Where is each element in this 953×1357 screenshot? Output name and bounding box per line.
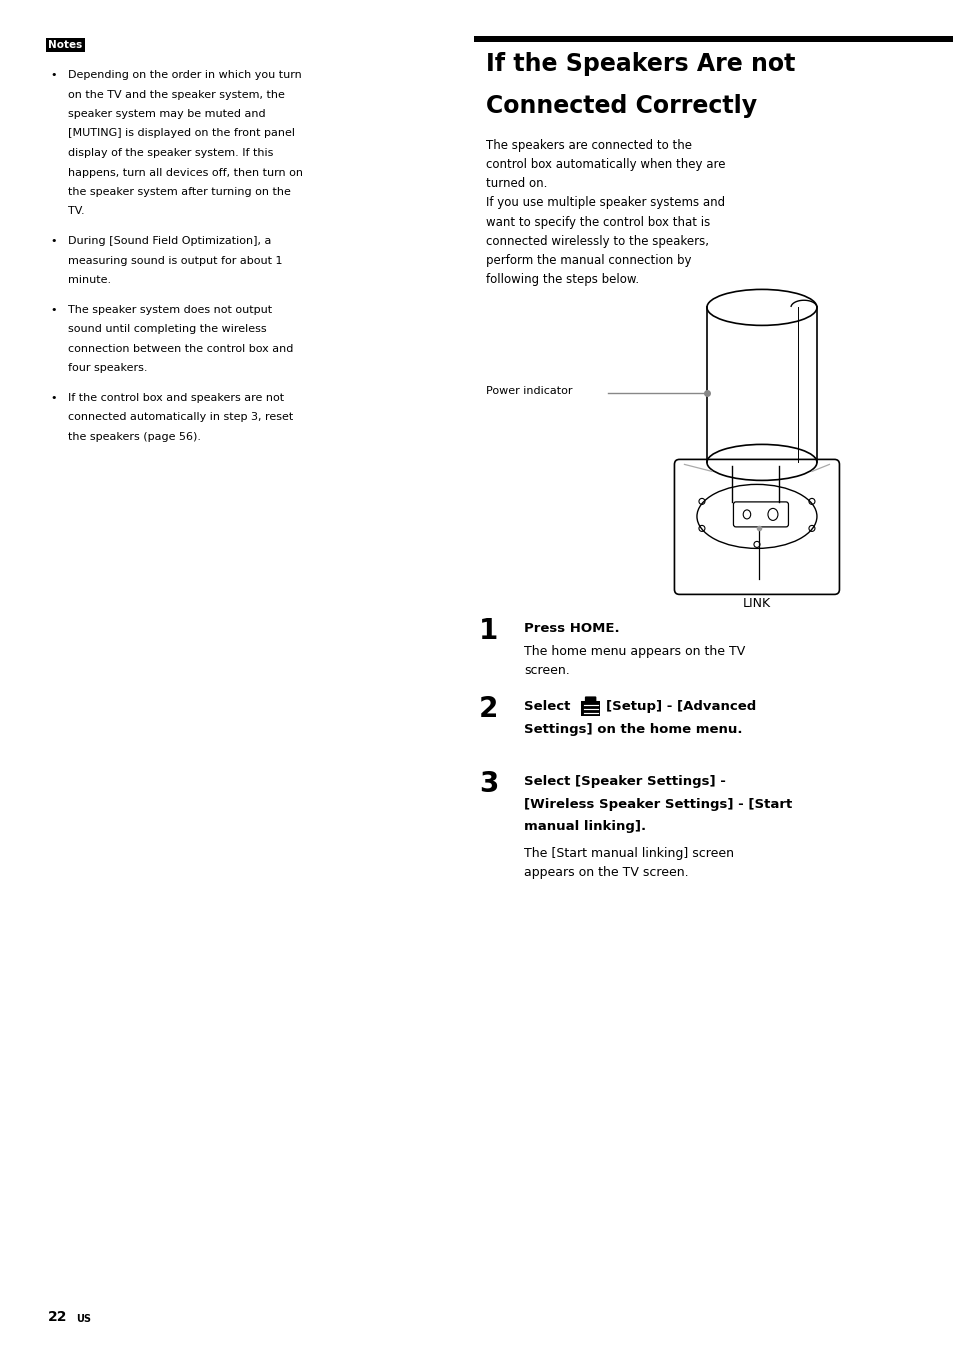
Text: turned on.: turned on. — [486, 178, 547, 190]
Text: connection between the control box and: connection between the control box and — [68, 343, 294, 354]
Text: measuring sound is output for about 1: measuring sound is output for about 1 — [68, 255, 282, 266]
Text: •: • — [50, 304, 56, 315]
Text: connected automatically in step 3, reset: connected automatically in step 3, reset — [68, 413, 293, 422]
Text: TV.: TV. — [68, 206, 85, 217]
Text: Select: Select — [523, 700, 570, 714]
Text: If you use multiple speaker systems and: If you use multiple speaker systems and — [486, 197, 724, 209]
Text: the speaker system after turning on the: the speaker system after turning on the — [68, 187, 291, 197]
Text: 22: 22 — [48, 1310, 68, 1324]
Text: Select [Speaker Settings] -: Select [Speaker Settings] - — [523, 775, 725, 788]
Text: [Setup] - [Advanced: [Setup] - [Advanced — [605, 700, 756, 714]
Text: Connected Correctly: Connected Correctly — [486, 94, 757, 118]
Text: following the steps below.: following the steps below. — [486, 273, 639, 286]
Text: appears on the TV screen.: appears on the TV screen. — [523, 866, 688, 879]
Text: the speakers (page 56).: the speakers (page 56). — [68, 432, 201, 441]
Text: Depending on the order in which you turn: Depending on the order in which you turn — [68, 71, 301, 80]
Text: US: US — [76, 1314, 91, 1324]
Text: LINK: LINK — [742, 597, 770, 611]
Text: If the Speakers Are not: If the Speakers Are not — [486, 52, 795, 76]
Text: [Wireless Speaker Settings] - [Start: [Wireless Speaker Settings] - [Start — [523, 798, 792, 811]
Text: happens, turn all devices off, then turn on: happens, turn all devices off, then turn… — [68, 167, 303, 178]
Text: •: • — [50, 71, 56, 80]
Text: 1: 1 — [478, 617, 497, 646]
Text: Power indicator: Power indicator — [486, 385, 572, 396]
Bar — [580, 702, 599, 716]
Text: on the TV and the speaker system, the: on the TV and the speaker system, the — [68, 90, 285, 99]
Text: sound until completing the wireless: sound until completing the wireless — [68, 324, 266, 334]
Text: Notes: Notes — [48, 39, 82, 50]
Text: 2: 2 — [478, 695, 498, 723]
Text: minute.: minute. — [68, 275, 111, 285]
Text: want to specify the control box that is: want to specify the control box that is — [486, 216, 710, 228]
Text: screen.: screen. — [523, 664, 569, 677]
Text: The speakers are connected to the: The speakers are connected to the — [486, 138, 692, 152]
Text: The [Start manual linking] screen: The [Start manual linking] screen — [523, 847, 734, 860]
FancyBboxPatch shape — [584, 696, 596, 702]
Text: control box automatically when they are: control box automatically when they are — [486, 157, 725, 171]
Text: The home menu appears on the TV: The home menu appears on the TV — [523, 645, 744, 658]
Text: perform the manual connection by: perform the manual connection by — [486, 254, 691, 267]
Text: The speaker system does not output: The speaker system does not output — [68, 304, 272, 315]
Text: manual linking].: manual linking]. — [523, 821, 645, 833]
Text: connected wirelessly to the speakers,: connected wirelessly to the speakers, — [486, 235, 708, 248]
Text: display of the speaker system. If this: display of the speaker system. If this — [68, 148, 274, 157]
Text: four speakers.: four speakers. — [68, 364, 148, 373]
Text: If the control box and speakers are not: If the control box and speakers are not — [68, 392, 284, 403]
Text: •: • — [50, 236, 56, 246]
Text: During [Sound Field Optimization], a: During [Sound Field Optimization], a — [68, 236, 271, 246]
Text: •: • — [50, 392, 56, 403]
Text: speaker system may be muted and: speaker system may be muted and — [68, 109, 265, 119]
Bar — [474, 37, 953, 42]
Text: 3: 3 — [478, 771, 498, 798]
Text: Press HOME.: Press HOME. — [523, 623, 619, 635]
Text: Settings] on the home menu.: Settings] on the home menu. — [523, 723, 741, 735]
Text: [MUTING] is displayed on the front panel: [MUTING] is displayed on the front panel — [68, 129, 294, 138]
